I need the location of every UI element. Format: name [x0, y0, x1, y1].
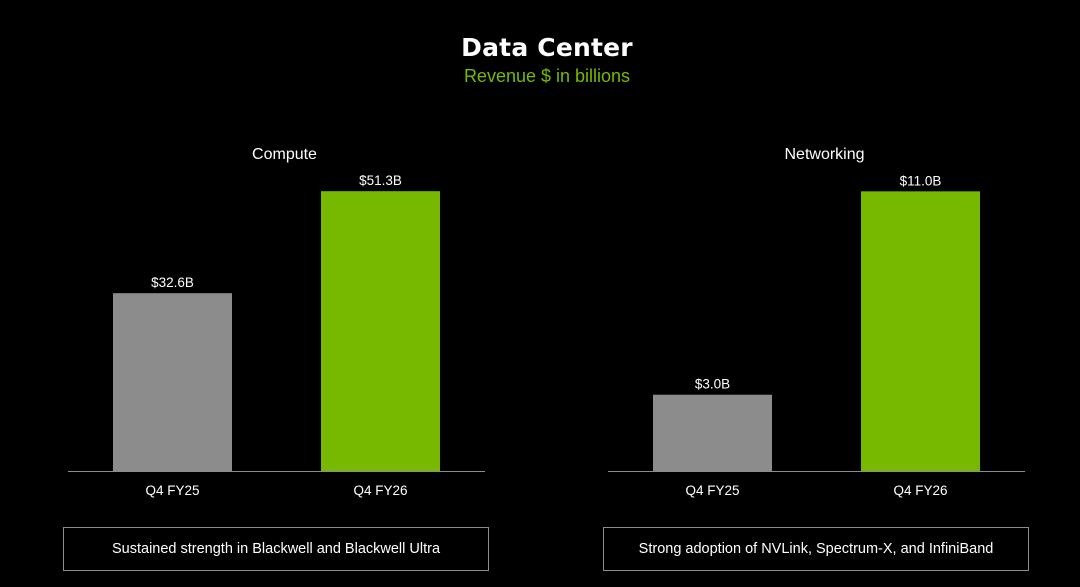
networking-bar-current [861, 191, 980, 471]
networking-tick-label-prior: Q4 FY25 [685, 483, 739, 498]
compute-data-label-prior: $32.6B [151, 275, 194, 290]
page-subtitle: Revenue $ in billions [463, 66, 631, 86]
compute-chart: Compute $32.6B Q4 FY25 $51.3B Q4 FY26 [68, 146, 485, 498]
compute-tick-label-prior: Q4 FY25 [145, 483, 199, 498]
compute-tick-label-current: Q4 FY26 [353, 483, 407, 498]
networking-chart-title: Networking [784, 146, 864, 163]
networking-tick-label-current: Q4 FY26 [893, 483, 947, 498]
page-title: Data Center [461, 33, 633, 62]
compute-chart-title: Compute [252, 146, 317, 163]
networking-caption: Strong adoption of NVLink, Spectrum-X, a… [603, 527, 1029, 571]
compute-data-label-current: $51.3B [359, 173, 402, 188]
networking-chart: Networking $3.0B Q4 FY25 $11.0B Q4 FY26 [608, 146, 1025, 498]
networking-bar-prior [653, 394, 772, 471]
compute-bar-prior [113, 293, 232, 471]
compute-bar-current [321, 191, 440, 471]
compute-caption: Sustained strength in Blackwell and Blac… [63, 527, 489, 571]
networking-data-label-prior: $3.0B [695, 377, 730, 392]
networking-data-label-current: $11.0B [900, 173, 942, 188]
